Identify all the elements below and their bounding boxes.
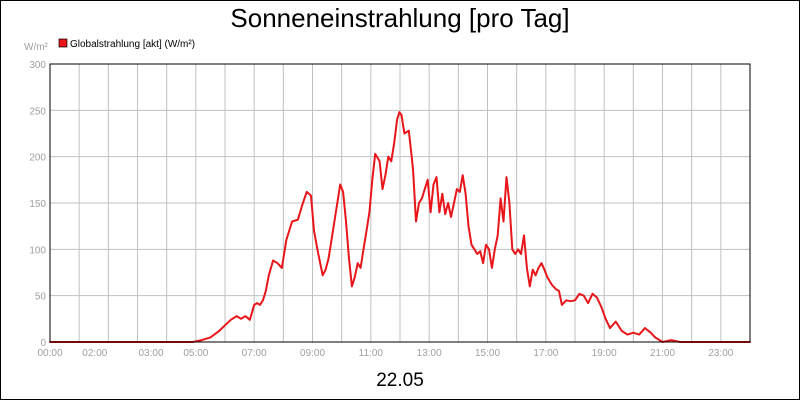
legend: Globalstrahlung [akt] (W/m²) [58,38,195,50]
x-tick-label: 13:00 [417,348,442,359]
grid-lines [50,64,750,342]
legend-swatch [58,38,68,48]
x-tick-label: 17:00 [533,348,558,359]
x-tick-label: 11:00 [359,348,384,359]
y-tick-label: 100 [29,245,46,256]
legend-label: Globalstrahlung [akt] (W/m²) [70,39,195,50]
y-tick-label: 50 [35,292,47,303]
x-tick-label: 00:00 [37,348,62,359]
x-tick-label: 02:00 [82,348,107,359]
x-tick-label: 19:00 [592,348,617,359]
date-label: 22.05 [376,370,424,391]
y-tick-label: 250 [29,106,46,117]
y-tick-label: 300 [29,60,46,71]
x-tick-label: 15:00 [475,348,500,359]
y-axis-unit: W/m² [24,42,49,53]
x-tick-label: 03:00 [139,348,164,359]
y-tick-label: 200 [29,153,46,164]
x-tick-label: 07:00 [242,348,267,359]
plot-area-border [49,63,751,343]
x-axis-ticks: 00:00 02:00 03:00 05:00 07:00 09:00 11:00 13:00… [37,348,733,359]
y-tick-label: 150 [29,199,46,210]
y-axis-ticks: 0 50 100 150 200 250 300 [29,60,46,349]
y-tick-label: 0 [40,338,46,349]
chart-title: Sonneneinstrahlung [pro Tag] [230,3,569,33]
series-layer [49,111,751,343]
x-tick-label: 09:00 [300,348,325,359]
series-line-globalstrahlung [49,111,751,343]
x-tick-label: 23:00 [708,348,733,359]
x-tick-label: 05:00 [183,348,208,359]
x-tick-label: 21:00 [650,348,675,359]
